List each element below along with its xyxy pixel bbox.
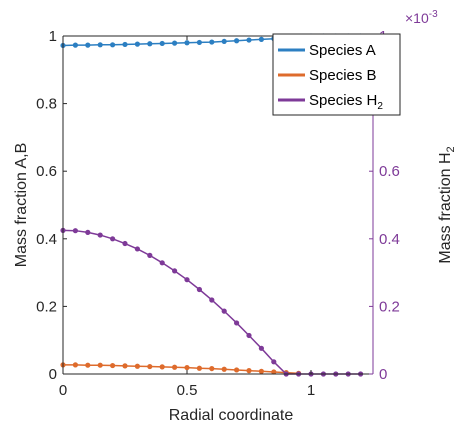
data-point-species-a: [172, 41, 177, 46]
data-point-species-a: [135, 42, 140, 47]
data-point-species-a: [110, 42, 115, 47]
data-point-species-b: [222, 367, 227, 372]
data-point-species-a: [197, 40, 202, 45]
x-tick-label: 1: [307, 382, 315, 399]
data-point-species-a: [122, 42, 127, 47]
data-point-species-h2: [246, 333, 251, 338]
y-right-tick-label: 0: [379, 366, 387, 383]
legend-label-species-h2-base: Species H: [309, 92, 377, 109]
data-point-species-b: [122, 363, 127, 368]
y-right-tick-label: 0.6: [379, 163, 400, 180]
data-point-species-b: [147, 364, 152, 369]
data-point-species-b: [209, 366, 214, 371]
data-point-species-h2: [85, 230, 90, 235]
x-axis-label: Radial coordinate: [169, 407, 294, 424]
data-point-species-h2: [259, 346, 264, 351]
right-axis-exponent-power: -3: [429, 9, 438, 20]
data-point-species-h2: [110, 236, 115, 241]
y-left-tick-label: 0.2: [36, 298, 57, 315]
data-point-species-h2: [135, 246, 140, 251]
legend: Species A Species B Species H2: [273, 34, 400, 115]
y-left-tick-label: 0: [49, 366, 57, 383]
data-point-species-a: [184, 40, 189, 45]
data-point-species-b: [98, 363, 103, 368]
data-point-species-b: [234, 367, 239, 372]
data-point-species-b: [172, 365, 177, 370]
y-left-tick-label: 0.8: [36, 96, 57, 113]
data-point-species-a: [98, 42, 103, 47]
data-point-species-h2: [147, 253, 152, 258]
data-point-species-h2: [234, 320, 239, 325]
data-point-species-h2: [98, 232, 103, 237]
data-point-species-a: [147, 41, 152, 46]
data-point-species-b: [184, 365, 189, 370]
data-point-species-b: [160, 364, 165, 369]
data-point-species-h2: [172, 268, 177, 273]
y-right-tick-label: 0.2: [379, 298, 400, 315]
data-point-species-h2: [197, 287, 202, 292]
data-point-species-b: [73, 362, 78, 367]
legend-label-species-a: Species A: [309, 42, 376, 59]
data-point-species-h2: [184, 277, 189, 282]
data-point-species-a: [209, 39, 214, 44]
y-axis-right-label: Mass fraction H2: [437, 146, 456, 263]
data-point-species-a: [234, 38, 239, 43]
data-point-species-b: [246, 368, 251, 373]
data-point-species-b: [197, 366, 202, 371]
data-point-species-h2: [209, 297, 214, 302]
data-point-species-b: [135, 364, 140, 369]
data-point-species-h2: [222, 309, 227, 314]
data-point-species-a: [246, 37, 251, 42]
data-point-species-a: [259, 37, 264, 42]
y-left-tick-label: 0.6: [36, 163, 57, 180]
y-left-tick-label: 0.4: [36, 231, 57, 248]
y-axis-left-label: Mass fraction A,B: [13, 143, 30, 268]
data-point-species-b: [85, 363, 90, 368]
data-point-species-a: [222, 39, 227, 44]
right-axis-exponent-base: ×10: [405, 10, 429, 26]
y-axis-right-label-base: Mass fraction H: [437, 152, 454, 263]
y-left-tick-label: 1: [49, 28, 57, 45]
legend-label-species-b: Species B: [309, 67, 377, 84]
data-point-species-h2: [160, 260, 165, 265]
y-axis-right-label-sub: 2: [445, 146, 456, 152]
data-point-species-b: [259, 369, 264, 374]
legend-label-species-h2-sub: 2: [377, 101, 383, 112]
data-point-species-h2: [122, 241, 127, 246]
data-point-species-h2: [73, 228, 78, 233]
x-tick-label: 0: [59, 382, 67, 399]
data-point-species-a: [85, 43, 90, 48]
data-point-species-b: [110, 363, 115, 368]
data-point-species-a: [160, 41, 165, 46]
data-point-species-h2: [271, 359, 276, 364]
data-point-species-a: [73, 43, 78, 48]
y-right-tick-label: 0.4: [379, 231, 400, 248]
x-tick-label: 0.5: [177, 382, 198, 399]
right-axis-exponent: ×10-3: [405, 9, 438, 26]
